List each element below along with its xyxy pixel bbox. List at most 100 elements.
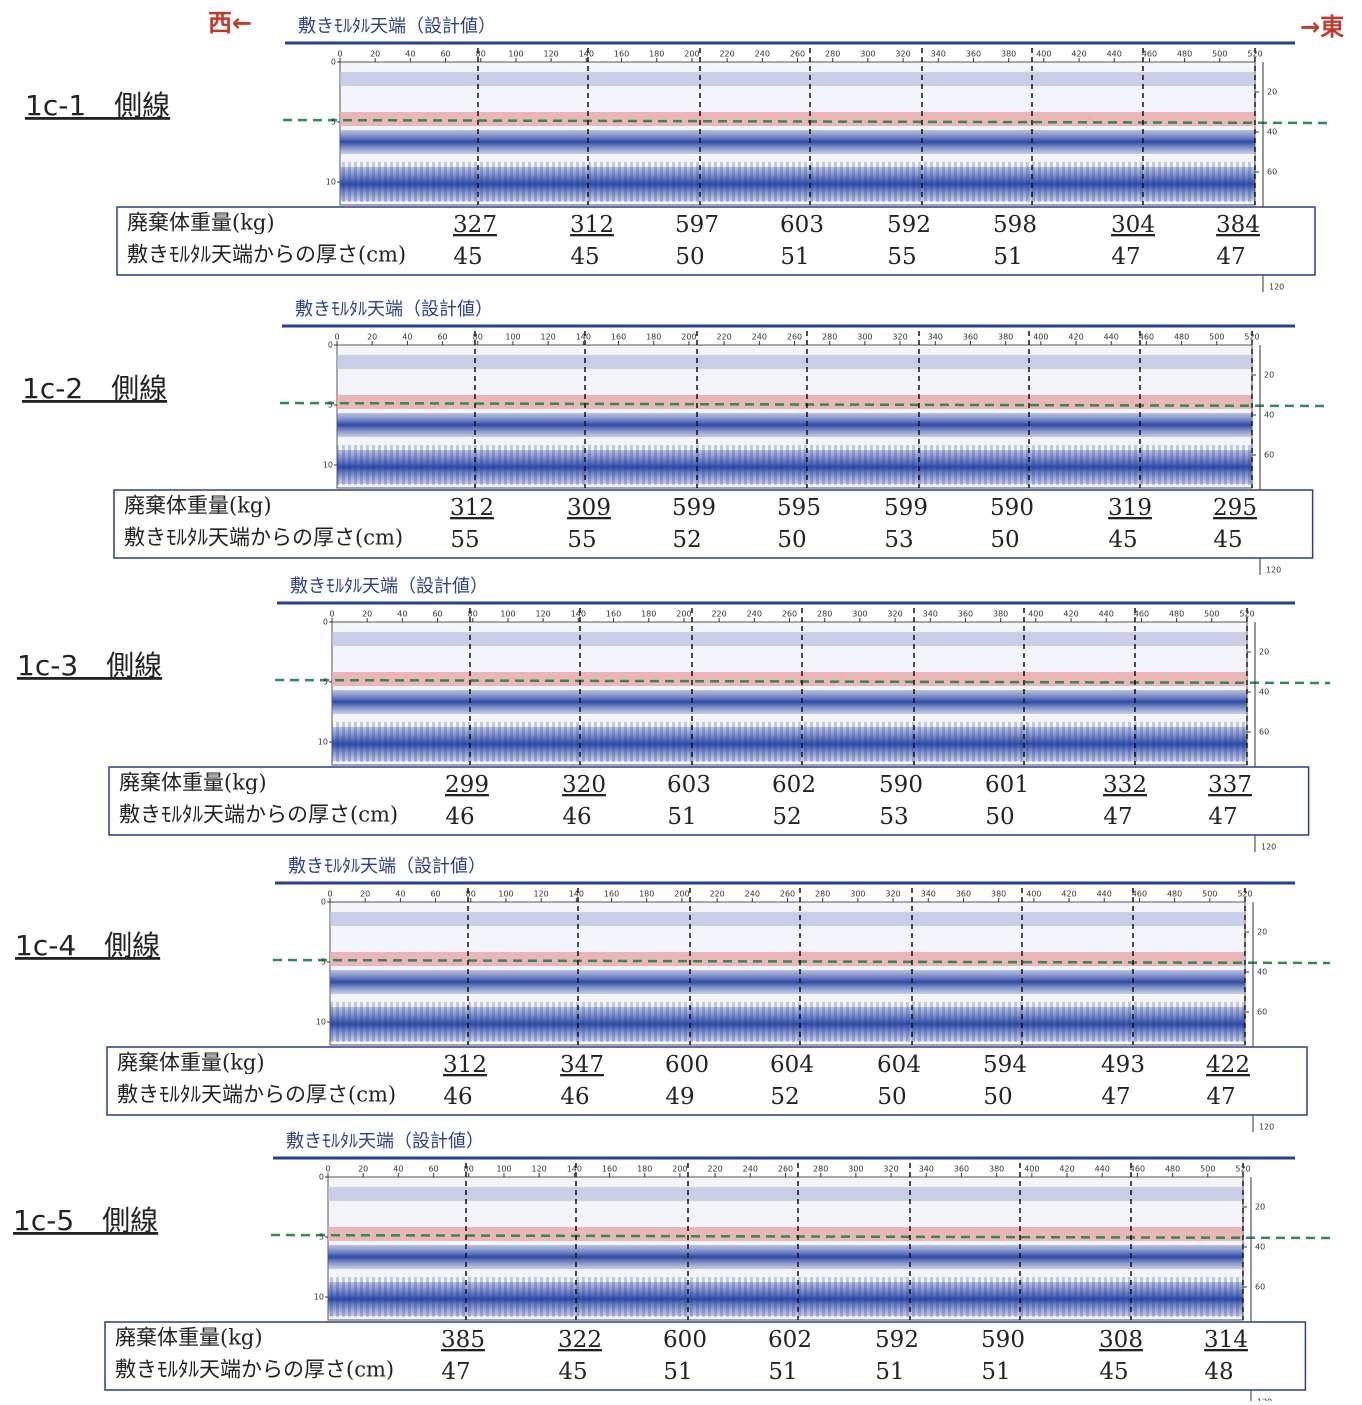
top-tick-label: 380 (993, 610, 1008, 619)
thickness-value: 47 (1206, 1084, 1235, 1110)
left-tick-label: 0 (323, 618, 328, 627)
ground-line (282, 118, 1331, 125)
thickness-value: 51 (780, 244, 809, 270)
weight-value: 319 (1108, 495, 1152, 521)
top-tick-label: 60 (428, 1165, 438, 1174)
top-tick-label: 520 (1237, 890, 1252, 899)
thickness-value: 45 (453, 244, 482, 270)
top-tick-label: 260 (790, 50, 805, 59)
weight-value: 314 (1204, 1327, 1248, 1353)
thickness-value: 51 (875, 1359, 904, 1385)
radar-band (337, 355, 1252, 369)
thickness-value: 47 (441, 1359, 470, 1385)
top-tick-label: 160 (606, 610, 621, 619)
radar-band (328, 1245, 1243, 1269)
left-tick-label: 5 (323, 678, 328, 687)
weight-value: 320 (562, 772, 606, 798)
radar-band (332, 690, 1247, 714)
radar-band (328, 1187, 1243, 1201)
top-tick-label: 0 (329, 610, 334, 619)
top-tick-label: 40 (395, 890, 405, 899)
top-tick-label: 20 (367, 333, 377, 342)
thickness-value: 50 (983, 1084, 1012, 1110)
thickness-value: 46 (562, 804, 591, 830)
weight-value: 304 (1111, 212, 1155, 238)
top-tick-label: 300 (852, 610, 867, 619)
top-tick-label: 300 (860, 50, 875, 59)
thickness-value: 53 (879, 804, 908, 830)
left-tick-label: 0 (321, 898, 326, 907)
right-tick-label: 40 (1267, 128, 1277, 137)
top-tick-label: 440 (1107, 50, 1122, 59)
top-tick-label: 380 (1001, 50, 1016, 59)
thickness-value: 50 (675, 244, 704, 270)
top-tick-label: 220 (711, 610, 726, 619)
left-tick-label: 5 (319, 1233, 324, 1242)
left-tick-label: 10 (316, 1018, 326, 1027)
value-table (108, 766, 1310, 836)
design-label: 敷きﾓﾙﾀﾙ天端（設計値） (298, 16, 496, 37)
thickness-value: 55 (887, 244, 916, 270)
top-tick-label: 380 (991, 890, 1006, 899)
top-tick-label: 140 (571, 610, 586, 619)
bottom-right-label: 120 (1269, 283, 1284, 292)
weight-value: 590 (879, 772, 923, 798)
top-tick-label: 360 (963, 333, 978, 342)
left-tick-label: 10 (314, 1293, 324, 1302)
right-tick-label: 40 (1259, 688, 1269, 697)
top-tick-label: 280 (815, 890, 830, 899)
top-tick-label: 140 (569, 890, 584, 899)
top-tick-label: 240 (755, 50, 770, 59)
top-tick-label: 80 (466, 890, 476, 899)
top-tick-label: 120 (532, 1165, 547, 1174)
top-tick-label: 480 (1174, 333, 1189, 342)
value-table (113, 489, 1314, 559)
weight-value: 592 (875, 1327, 919, 1353)
top-tick-label: 100 (508, 50, 523, 59)
row-label: 廃棄体重量(kg) (117, 1051, 265, 1075)
top-tick-label: 100 (498, 890, 513, 899)
weight-value: 384 (1216, 212, 1260, 238)
right-tick-label: 40 (1257, 968, 1267, 977)
top-tick-label: 200 (674, 890, 689, 899)
top-tick-label: 80 (476, 50, 486, 59)
bottom-right-label: 120 (1261, 843, 1276, 852)
ground-line (270, 1233, 1331, 1240)
top-tick-label: 500 (1200, 1165, 1215, 1174)
thickness-value: 48 (1204, 1359, 1233, 1385)
weight-value: 602 (768, 1327, 812, 1353)
top-tick-label: 200 (676, 610, 691, 619)
top-tick-label: 220 (719, 50, 734, 59)
top-tick-label: 120 (536, 610, 551, 619)
top-tick-label: 40 (393, 1165, 403, 1174)
top-tick-label: 520 (1239, 610, 1254, 619)
row-label: 廃棄体重量(kg) (127, 211, 275, 235)
top-tick-label: 500 (1202, 890, 1217, 899)
weight-value: 493 (1101, 1052, 1145, 1078)
left-tick-label: 0 (319, 1173, 324, 1182)
weight-value: 308 (1099, 1327, 1143, 1353)
weight-value: 422 (1206, 1052, 1250, 1078)
left-tick-label: 5 (321, 958, 326, 967)
top-tick-label: 160 (602, 1165, 617, 1174)
top-tick-label: 100 (496, 1165, 511, 1174)
row-label: 廃棄体重量(kg) (124, 494, 272, 518)
thickness-value: 47 (1101, 1084, 1130, 1110)
top-tick-label: 260 (778, 1165, 793, 1174)
top-tick-label: 40 (405, 50, 415, 59)
weight-value: 337 (1208, 772, 1252, 798)
top-tick-label: 300 (850, 890, 865, 899)
right-tick-label: 20 (1255, 1203, 1265, 1212)
weight-value: 601 (985, 772, 1029, 798)
thickness-value: 50 (990, 527, 1019, 553)
ground-line (279, 401, 1331, 408)
top-tick-label: 480 (1169, 610, 1184, 619)
thickness-value: 52 (672, 527, 701, 553)
line-label: 1c-2 側線 (22, 372, 167, 405)
top-tick-label: 420 (1068, 333, 1083, 342)
thickness-value: 50 (985, 804, 1014, 830)
top-tick-label: 460 (1130, 1165, 1145, 1174)
top-tick-label: 220 (716, 333, 731, 342)
top-tick-label: 320 (887, 610, 902, 619)
